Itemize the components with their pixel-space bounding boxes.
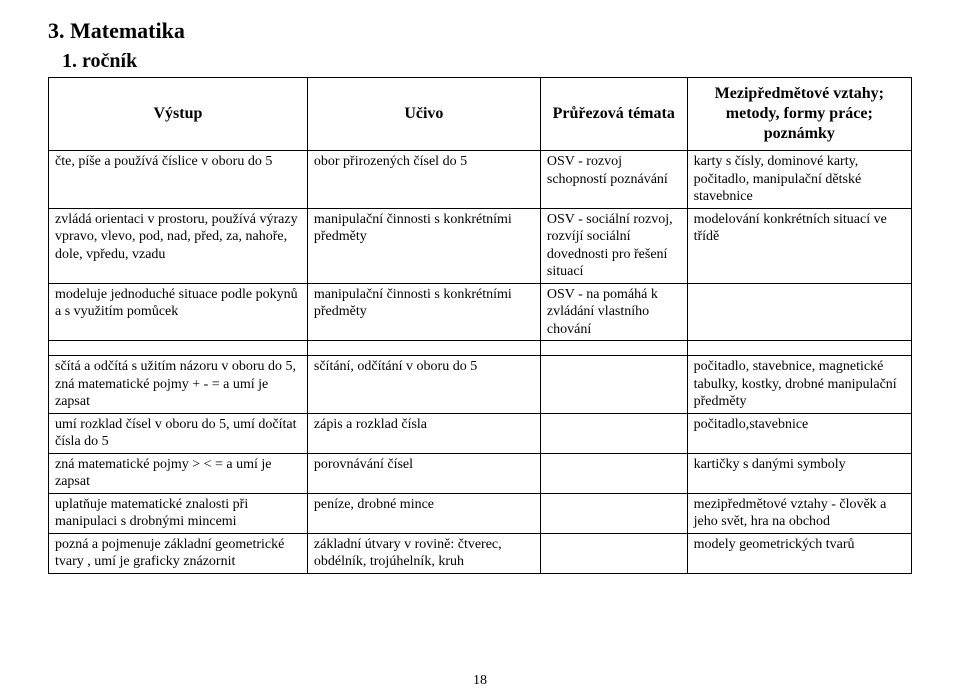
table-row: umí rozklad čísel v oboru do 5, umí dočí…	[49, 413, 912, 453]
col-header-vystup: Výstup	[49, 78, 308, 151]
cell-vztahy	[687, 283, 911, 341]
cell-vztahy: kartičky s danými symboly	[687, 453, 911, 493]
cell-prurezova	[540, 533, 687, 573]
cell-vystup: sčítá a odčítá s užitím názoru v oboru d…	[49, 356, 308, 414]
cell-ucivo: obor přirozených čísel do 5	[307, 151, 540, 209]
col-header-prurezova: Průřezová témata	[540, 78, 687, 151]
cell-ucivo: zápis a rozklad čísla	[307, 413, 540, 453]
cell-prurezova	[540, 356, 687, 414]
cell-vystup: pozná a pojmenuje základní geometrické t…	[49, 533, 308, 573]
cell-vystup: zvládá orientaci v prostoru, používá výr…	[49, 208, 308, 283]
table-row: čte, píše a používá číslice v oboru do 5…	[49, 151, 912, 209]
table-row: uplatňuje matematické znalosti při manip…	[49, 493, 912, 533]
cell-vystup: zná matematické pojmy > < = a umí je zap…	[49, 453, 308, 493]
separator-row	[49, 341, 912, 356]
table-row: zvládá orientaci v prostoru, používá výr…	[49, 208, 912, 283]
cell-ucivo: manipulační činnosti s konkrétními předm…	[307, 208, 540, 283]
page: 3. Matematika 1. ročník Výstup Učivo Prů…	[0, 0, 960, 699]
cell-ucivo: porovnávání čísel	[307, 453, 540, 493]
cell-vztahy: počitadlo,stavebnice	[687, 413, 911, 453]
table-row: sčítá a odčítá s užitím názoru v oboru d…	[49, 356, 912, 414]
col-header-ucivo: Učivo	[307, 78, 540, 151]
cell-prurezova: OSV - na pomáhá k zvládání vlastního cho…	[540, 283, 687, 341]
col-header-vztahy: Mezipředmětové vztahy; metody, formy prá…	[687, 78, 911, 151]
cell-vystup: modeluje jednoduché situace podle pokynů…	[49, 283, 308, 341]
cell-ucivo: sčítání, odčítání v oboru do 5	[307, 356, 540, 414]
cell-vztahy: modelování konkrétních situací ve třídě	[687, 208, 911, 283]
cell-vztahy: karty s čísly, dominové karty, počitadlo…	[687, 151, 911, 209]
cell-vystup: uplatňuje matematické znalosti při manip…	[49, 493, 308, 533]
cell-vystup: čte, píše a používá číslice v oboru do 5	[49, 151, 308, 209]
table-header-row: Výstup Učivo Průřezová témata Mezipředmě…	[49, 78, 912, 151]
cell-prurezova: OSV - rozvoj schopností poznávání	[540, 151, 687, 209]
cell-prurezova	[540, 453, 687, 493]
doc-title: 3. Matematika	[48, 18, 912, 44]
table-row: pozná a pojmenuje základní geometrické t…	[49, 533, 912, 573]
cell-prurezova	[540, 413, 687, 453]
cell-vztahy: počitadlo, stavebnice, magnetické tabulk…	[687, 356, 911, 414]
page-number: 18	[0, 673, 960, 689]
cell-vztahy: modely geometrických tvarů	[687, 533, 911, 573]
cell-vztahy: mezipředmětové vztahy - člověk a jeho sv…	[687, 493, 911, 533]
cell-prurezova	[540, 493, 687, 533]
cell-prurezova: OSV - sociální rozvoj, rozvíjí sociální …	[540, 208, 687, 283]
curriculum-table: Výstup Učivo Průřezová témata Mezipředmě…	[48, 77, 912, 574]
cell-vystup: umí rozklad čísel v oboru do 5, umí dočí…	[49, 413, 308, 453]
table-row: modeluje jednoduché situace podle pokynů…	[49, 283, 912, 341]
doc-subtitle: 1. ročník	[62, 50, 912, 73]
cell-ucivo: základní útvary v rovině: čtverec, obdél…	[307, 533, 540, 573]
cell-ucivo: peníze, drobné mince	[307, 493, 540, 533]
cell-ucivo: manipulační činnosti s konkrétními předm…	[307, 283, 540, 341]
table-row: zná matematické pojmy > < = a umí je zap…	[49, 453, 912, 493]
